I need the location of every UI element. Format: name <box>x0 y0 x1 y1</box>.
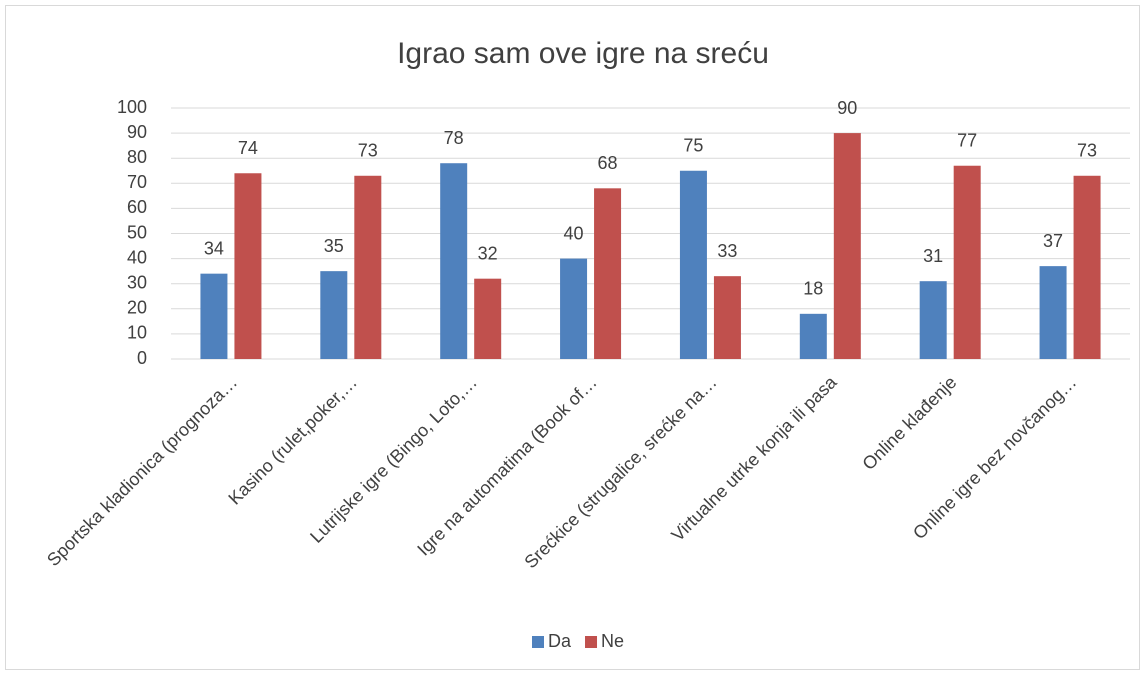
data-label: 33 <box>717 241 737 261</box>
data-label: 68 <box>598 153 618 173</box>
bar <box>234 173 262 359</box>
y-tick-label: 80 <box>127 147 147 167</box>
bar <box>953 165 981 359</box>
y-tick-label: 30 <box>127 272 147 292</box>
data-label: 74 <box>238 138 258 158</box>
data-label: 18 <box>803 279 823 299</box>
bar <box>440 163 468 359</box>
bar <box>1039 266 1067 359</box>
data-label: 32 <box>478 243 498 263</box>
bar <box>354 175 382 359</box>
data-label: 90 <box>837 98 857 118</box>
legend-label: Ne <box>601 631 624 651</box>
bar <box>560 258 588 359</box>
chart-title: Igrao sam ove igre na sreću <box>397 37 769 70</box>
data-label: 34 <box>204 238 224 258</box>
data-label: 78 <box>444 128 464 148</box>
y-tick-label: 50 <box>127 222 147 242</box>
data-label: 37 <box>1043 231 1063 251</box>
bar <box>594 188 622 359</box>
bar <box>1073 175 1101 359</box>
legend-swatch <box>532 636 544 648</box>
bar <box>919 281 947 359</box>
y-tick-label: 100 <box>117 97 147 117</box>
y-tick-label: 40 <box>127 247 147 267</box>
legend-swatch <box>585 636 598 648</box>
data-label: 31 <box>923 246 943 266</box>
bar <box>799 313 827 359</box>
bar <box>713 276 741 359</box>
data-label: 73 <box>1077 141 1097 161</box>
y-tick-label: 90 <box>127 122 147 142</box>
bar <box>833 133 861 359</box>
data-label: 73 <box>358 141 378 161</box>
legend-label: Da <box>548 631 572 651</box>
bar <box>474 278 502 359</box>
y-tick-label: 70 <box>127 172 147 192</box>
bar <box>679 170 707 359</box>
data-label: 40 <box>564 223 584 243</box>
bar <box>320 271 348 359</box>
y-tick-label: 60 <box>127 197 147 217</box>
data-label: 35 <box>324 236 344 256</box>
y-tick-label: 0 <box>137 348 147 368</box>
y-tick-label: 10 <box>127 323 147 343</box>
y-tick-label: 20 <box>127 298 147 318</box>
data-label: 77 <box>957 130 977 150</box>
data-label: 75 <box>683 136 703 156</box>
bar <box>200 273 228 359</box>
